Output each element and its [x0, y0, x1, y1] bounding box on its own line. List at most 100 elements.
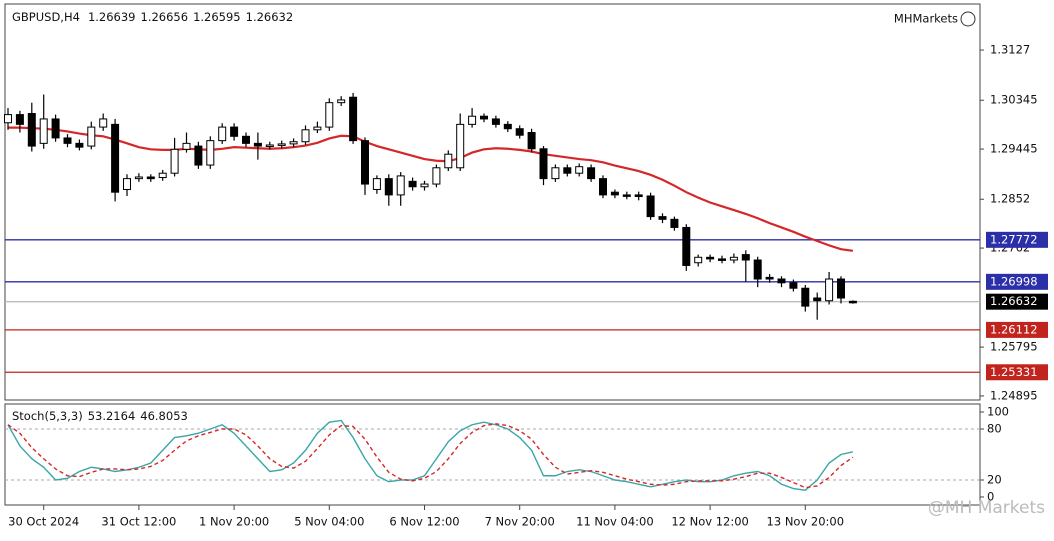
level-label-box	[986, 321, 1048, 338]
candle-body	[146, 176, 155, 180]
y-tick-label: 1.24895	[990, 388, 1038, 402]
candle-body	[337, 99, 346, 104]
stoch-main-value: 53.2164	[88, 409, 136, 423]
candle-body	[658, 216, 667, 220]
candle-body	[396, 175, 405, 196]
level-label: 1.26998	[990, 274, 1038, 288]
candle-body	[15, 114, 24, 125]
candle-body	[325, 102, 334, 128]
y-tick-label: 0	[987, 490, 994, 504]
candle-body	[563, 167, 572, 174]
candle-body	[265, 144, 274, 147]
candle-body	[622, 194, 631, 197]
candle-body	[432, 167, 441, 185]
x-tick-label: 12 Nov 12:00	[671, 515, 749, 529]
candle-body	[610, 191, 619, 196]
candle-body	[777, 278, 786, 284]
candle-body	[682, 226, 691, 266]
candle-body	[503, 123, 512, 130]
candle-body	[301, 129, 310, 143]
candle-body	[170, 148, 179, 174]
x-tick-label: 31 Oct 12:00	[101, 515, 176, 529]
candle-body	[123, 178, 131, 190]
candle-body	[765, 276, 774, 280]
candle-body	[408, 180, 417, 188]
y-tick-label: 1.29445	[990, 142, 1038, 156]
level-label-box	[986, 364, 1048, 381]
level-label-box	[986, 293, 1048, 310]
candle-body	[87, 126, 96, 147]
y-tick-label: 20	[987, 473, 1002, 487]
candle-body	[4, 114, 12, 124]
candle-body	[277, 143, 286, 146]
candle-body	[551, 167, 560, 180]
candle-body	[539, 148, 548, 180]
stoch-title: Stoch(5,3,3)	[12, 409, 83, 423]
footer-watermark: @MH Markets	[928, 498, 1045, 518]
header-low: 1.26595	[193, 10, 241, 24]
y-tick-label: 100	[987, 404, 1009, 418]
candle-body	[480, 115, 488, 120]
candle-body	[468, 115, 477, 125]
level-label: 1.26112	[990, 322, 1038, 336]
candle-body	[384, 178, 393, 196]
candle-body	[242, 135, 250, 144]
candle-body	[527, 132, 536, 150]
candle-body	[848, 300, 857, 304]
candle-body	[670, 218, 679, 228]
candle-body	[694, 256, 703, 264]
candle-body	[515, 128, 524, 136]
candle-body	[456, 123, 465, 169]
candle-body	[230, 126, 239, 137]
header-open: 1.26639	[88, 10, 136, 24]
candle-body	[289, 141, 298, 145]
x-tick-label: 5 Nov 04:00	[294, 515, 364, 529]
candle-body	[51, 118, 60, 139]
candle-body	[729, 256, 738, 261]
symbol: GBPUSD,H4	[12, 10, 80, 24]
x-tick-label: 30 Oct 2024	[8, 515, 79, 529]
x-tick-label: 11 Nov 04:00	[576, 515, 654, 529]
stoch-signal-value: 46.8053	[140, 409, 188, 423]
price-panel-frame	[4, 3, 981, 401]
candle-body	[753, 259, 762, 280]
watermark: MHMarkets	[894, 12, 958, 26]
candle-body	[575, 166, 584, 174]
candle-body	[706, 256, 715, 260]
candle-body	[825, 278, 834, 302]
candle-body	[789, 282, 798, 289]
header-close: 1.26632	[246, 10, 294, 24]
stoch-line	[7, 423, 854, 489]
y-tick-label: 1.2852	[990, 192, 1030, 206]
level-label: 1.25331	[990, 365, 1038, 379]
level-label-box	[986, 273, 1048, 290]
candle-body	[218, 126, 227, 142]
candle-body	[313, 126, 322, 131]
moving-average	[8, 126, 854, 252]
y-tick-label: 1.3127	[990, 43, 1030, 57]
candle-body	[599, 178, 607, 196]
candle-body	[206, 140, 215, 166]
stoch-line	[7, 419, 854, 491]
candle-body	[182, 142, 191, 150]
level-label: 1.27772	[990, 232, 1038, 246]
candle-body	[253, 142, 262, 147]
candle-body	[99, 118, 108, 128]
header: GBPUSD,H4 1.26639 1.26656 1.26595 1.26632	[12, 10, 293, 24]
candle-body	[111, 123, 120, 193]
header-high: 1.26656	[141, 10, 189, 24]
candle-body	[718, 258, 726, 261]
candle-body	[349, 96, 358, 142]
x-tick-label: 7 Nov 20:00	[485, 515, 555, 529]
smiley-icon	[960, 11, 976, 27]
candle-body	[134, 176, 143, 180]
candle-body	[587, 167, 596, 180]
y-tick-label: 80	[987, 421, 1002, 435]
x-tick-label: 13 Nov 20:00	[767, 515, 845, 529]
level-label: 1.26632	[990, 294, 1038, 308]
candle-body	[158, 172, 167, 179]
candle-body	[27, 113, 36, 147]
candle-body	[39, 118, 48, 144]
